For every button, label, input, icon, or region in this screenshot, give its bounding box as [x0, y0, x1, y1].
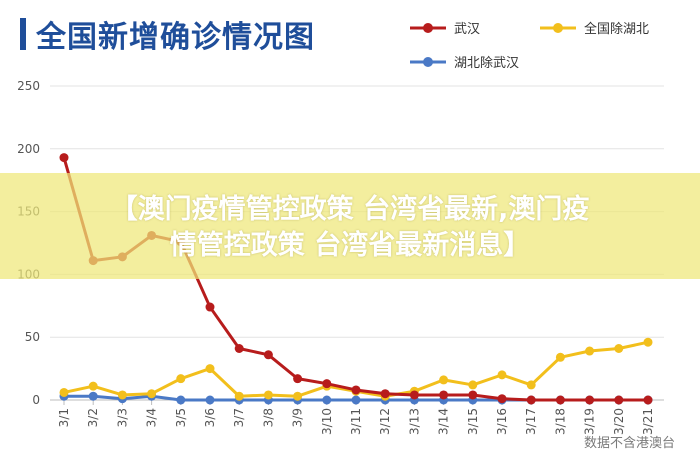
- data-point: [59, 153, 69, 163]
- x-axis: 3/1 3/2 3/3 3/4 3/5 3/6 3/7 3/8 3/9 3/10 3/11 3/12 3…: [50, 399, 664, 435]
- data-point: [88, 381, 98, 391]
- data-point: [322, 395, 332, 405]
- y-tick-label: 250: [17, 79, 40, 93]
- data-point: [468, 390, 478, 400]
- data-point: [380, 389, 390, 399]
- x-tick-label: 3/3: [115, 408, 129, 427]
- x-tick-label: 3/16: [495, 408, 509, 435]
- y-tick-label: 50: [25, 330, 40, 344]
- x-tick-label: 3/10: [320, 408, 334, 435]
- data-point: [643, 395, 653, 405]
- data-point: [117, 390, 127, 400]
- data-point: [585, 346, 595, 356]
- data-point: [585, 395, 595, 405]
- x-tick-label: 3/6: [203, 408, 217, 427]
- data-point: [555, 395, 565, 405]
- legend-label: 湖北除武汉: [454, 56, 519, 71]
- data-point: [468, 380, 478, 390]
- data-point: [351, 395, 361, 405]
- y-tick-label: 200: [17, 142, 40, 156]
- data-point: [322, 379, 332, 389]
- legend-item: 全国除湖北: [540, 21, 649, 37]
- legend-marker: [553, 23, 563, 33]
- x-tick-label: 3/20: [612, 408, 626, 435]
- x-tick-label: 3/11: [349, 408, 363, 435]
- x-tick-label: 3/9: [291, 408, 305, 427]
- data-point: [205, 364, 215, 374]
- x-tick-label: 3/14: [437, 408, 451, 435]
- title-accent-bar: [20, 18, 26, 50]
- data-point: [176, 374, 186, 384]
- data-point: [526, 380, 536, 390]
- data-point: [293, 374, 303, 384]
- data-point: [293, 391, 303, 401]
- data-point: [263, 350, 273, 360]
- overlay-banner: [0, 173, 700, 279]
- banner-line-2: 情管控政策 台湾省最新消息】: [169, 230, 531, 261]
- x-tick-label: 3/1: [57, 408, 71, 427]
- x-tick-label: 3/15: [466, 408, 480, 435]
- data-point: [147, 389, 157, 399]
- data-point: [643, 337, 653, 347]
- x-tick-label: 3/18: [553, 408, 567, 435]
- data-point: [526, 395, 536, 405]
- data-point: [439, 375, 449, 385]
- data-point: [205, 302, 215, 312]
- data-point: [614, 395, 624, 405]
- y-tick-label: 0: [32, 393, 40, 407]
- x-tick-label: 3/19: [583, 408, 597, 435]
- data-point: [234, 391, 244, 401]
- x-tick-label: 3/5: [174, 408, 188, 427]
- legend-label: 武汉: [454, 22, 480, 37]
- x-tick-label: 3/8: [261, 408, 275, 427]
- banner-line-1: 【澳门疫情管控政策 台湾省最新,澳门疫: [110, 194, 590, 225]
- data-point: [351, 385, 361, 395]
- data-point: [234, 344, 244, 354]
- x-tick-label: 3/7: [232, 408, 246, 427]
- legend-item: 武汉: [410, 22, 480, 37]
- data-point: [205, 395, 215, 405]
- data-point: [497, 370, 507, 380]
- legend-item: 湖北除武汉: [410, 56, 519, 71]
- data-point: [59, 387, 69, 397]
- legend-marker: [423, 57, 433, 67]
- data-point: [88, 391, 98, 401]
- legend-marker: [423, 23, 433, 33]
- data-point: [497, 394, 507, 404]
- legend-label: 全国除湖北: [584, 21, 649, 37]
- data-point: [263, 390, 273, 400]
- x-tick-label: 3/17: [524, 408, 538, 435]
- x-tick-label: 3/21: [641, 408, 655, 435]
- x-tick-label: 3/4: [145, 408, 159, 427]
- chart-title: 全国新增确诊情况图: [36, 20, 315, 55]
- banner-text: 【澳门疫情管控政策 台湾省最新,澳门疫 情管控政策 台湾省最新消息】: [0, 192, 700, 264]
- data-point: [439, 390, 449, 400]
- data-point: [614, 344, 624, 354]
- x-tick-label: 3/2: [86, 408, 100, 427]
- data-note-watermark: 数据不含港澳台: [584, 436, 676, 451]
- data-point: [409, 390, 419, 400]
- x-tick-label: 3/13: [407, 408, 421, 435]
- data-point: [555, 352, 565, 362]
- data-point: [176, 395, 186, 405]
- x-tick-label: 3/12: [378, 408, 392, 435]
